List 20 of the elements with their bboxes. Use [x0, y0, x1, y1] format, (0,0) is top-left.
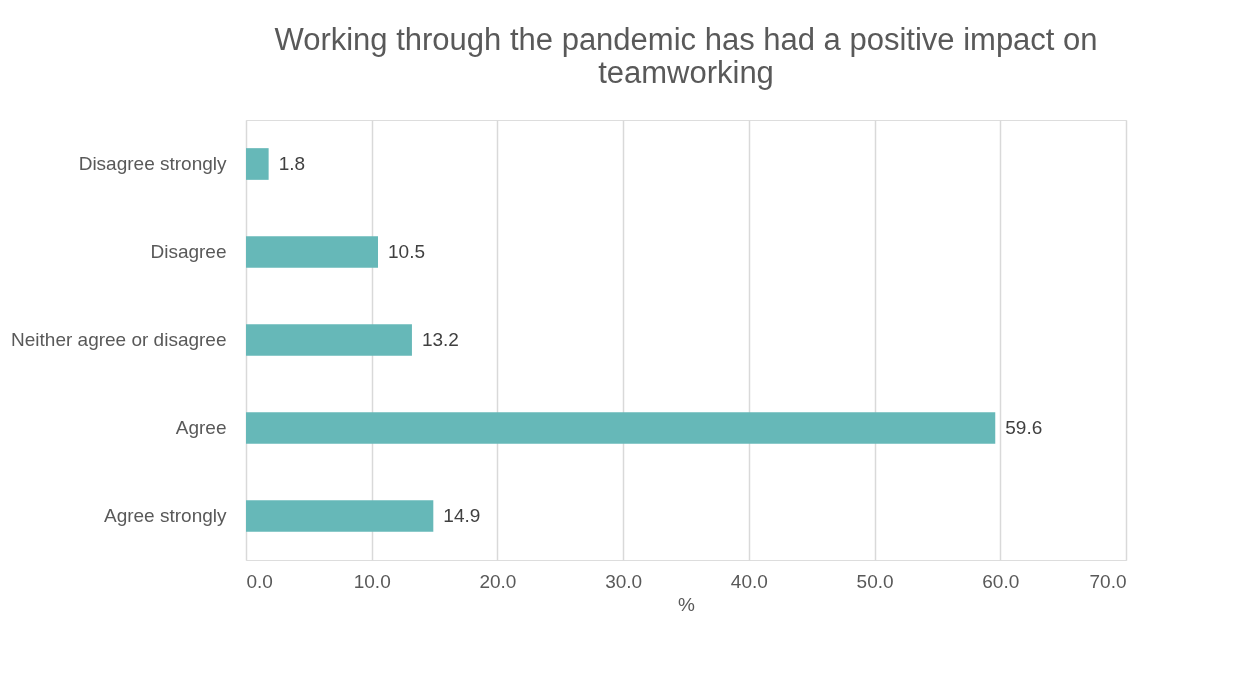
x-tick-label: 60.0 [982, 570, 1020, 592]
chart-title: Working through the pandemic has had a positive impact on teamworking [274, 22, 1098, 90]
x-tick-label: 30.0 [605, 570, 643, 592]
y-tick-label: Agree [175, 417, 227, 438]
y-tick-label: Neither agree or disagree [11, 329, 227, 350]
data-label: 10.5 [388, 241, 425, 262]
data-label: 59.6 [1005, 417, 1043, 438]
data-label: 13.2 [421, 329, 459, 350]
x-axis-title: % [678, 593, 696, 615]
y-tick-label: Disagree strongly [78, 153, 227, 174]
y-tick-label: Agree strongly [103, 505, 227, 526]
data-label: 14.9 [443, 505, 481, 526]
x-tick-label: 20.0 [479, 570, 517, 592]
x-tick-label: 50.0 [856, 570, 894, 592]
x-tick-label: 70.0 [1089, 570, 1127, 592]
x-tick-label: 40.0 [730, 570, 768, 592]
x-tick-label: 0.0 [246, 570, 273, 592]
y-tick-label: Disagree [150, 241, 227, 262]
data-label: 1.8 [278, 153, 306, 174]
x-tick-label: 10.0 [353, 570, 391, 592]
